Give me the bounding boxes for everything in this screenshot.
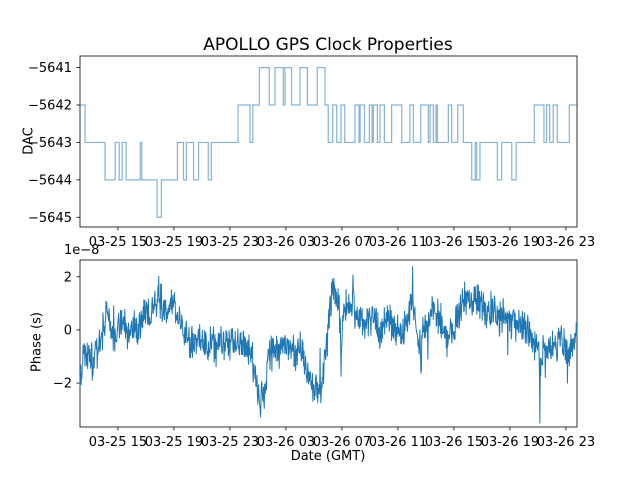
phase-y-axis-label: Phase (s) [29,312,45,372]
y-tick-label: 0 [64,323,72,338]
x-tick-label: 03-26 07 [313,435,371,450]
x-tick-label: 03-26 03 [257,435,315,450]
y-tick-label: −5642 [28,99,72,114]
x-tick-label: 03-26 11 [369,235,427,250]
x-tick-label: 03-25 15 [89,235,147,250]
phase-offset-text: 1e−8 [64,243,100,258]
x-tick-label: 03-26 19 [481,435,539,450]
y-tick-label: −5641 [28,61,72,76]
x-tick-label: 03-26 15 [425,435,483,450]
x-tick-label: 03-25 23 [201,235,259,250]
y-tick-label: −2 [53,377,72,392]
chart-title: APOLLO GPS Clock Properties [203,35,453,55]
y-tick-label: −5645 [28,211,72,226]
x-tick-label: 03-25 19 [145,435,203,450]
x-tick-label: 03-25 23 [201,435,259,450]
x-tick-label: 03-26 23 [537,235,595,250]
x-tick-label: 03-26 19 [481,235,539,250]
y-tick-label: −5643 [28,136,72,151]
x-axis-label: Date (GMT) [290,449,366,464]
x-tick-label: 03-26 03 [257,235,315,250]
x-tick-label: 03-26 11 [369,435,427,450]
axes-frame [79,55,578,228]
y-tick-label: 2 [64,270,72,285]
y-tick-label: −5644 [28,173,72,188]
x-tick-label: 03-26 15 [425,235,483,250]
phase-series [79,266,578,424]
dac-step-series [80,67,577,218]
axes-frame [79,259,578,428]
dac-y-axis-label: DAC [21,127,37,155]
x-tick-label: 03-26 23 [537,435,595,450]
x-tick-label: 03-25 15 [89,435,147,450]
x-tick-label: 03-25 19 [145,235,203,250]
x-tick-label: 03-26 07 [313,235,371,250]
